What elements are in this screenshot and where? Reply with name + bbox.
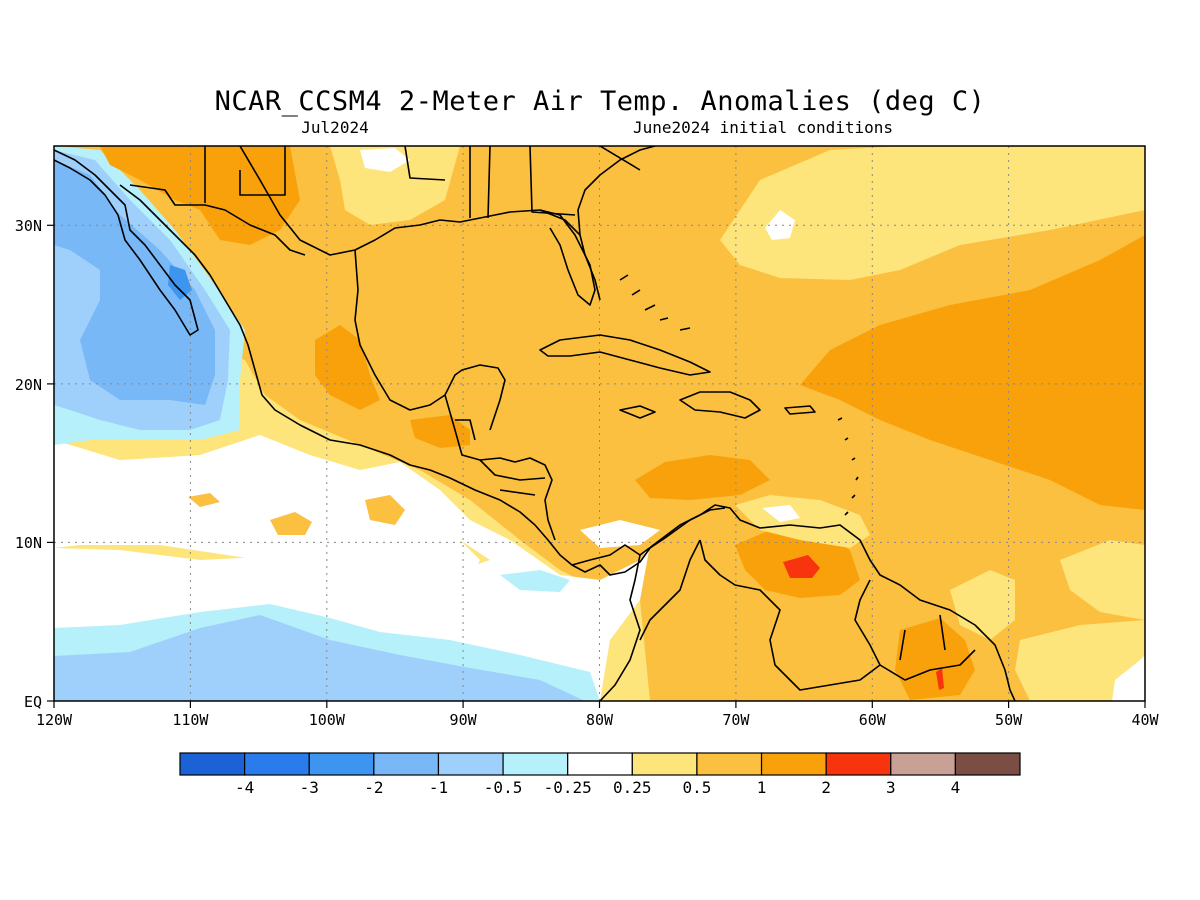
x-tick-80w: 80W	[586, 711, 614, 729]
field-us-yellow	[330, 146, 460, 225]
colorbar-label-1: -3	[300, 778, 319, 797]
field-baja-midblue	[54, 160, 215, 405]
colorbar-swatch-0	[179, 752, 246, 776]
colorbar-swatch-2	[308, 752, 375, 776]
field-guatemala-orange	[410, 415, 470, 448]
colorbar-label-3: -1	[429, 778, 448, 797]
colorbar-label-10: 3	[886, 778, 896, 797]
field-baja-deepblue	[168, 265, 192, 300]
colorbar-swatch-4	[437, 752, 504, 776]
x-tick-40w: 40W	[1131, 711, 1159, 729]
colorbar-swatch-12	[954, 752, 1021, 776]
colorbar-swatch-7	[631, 752, 698, 776]
colorbar: -4 -3 -2 -1 -0.5 -0.25 0.25 0.5 1 2 3 4	[179, 752, 1021, 797]
field-mexico-orange	[100, 146, 300, 245]
colorbar-label-2: -2	[364, 778, 383, 797]
x-tick-110w: 110W	[172, 711, 209, 729]
field-brazil-yellow	[1015, 620, 1145, 701]
colorbar-label-11: 4	[951, 778, 961, 797]
x-tick-100w: 100W	[309, 711, 346, 729]
field-pacific-blue	[54, 615, 585, 701]
colorbar-label-9: 2	[821, 778, 831, 797]
map-title: NCAR_CCSM4 2-Meter Air Temp. Anomalies (…	[215, 86, 986, 117]
field-guyana-orange	[895, 618, 975, 700]
x-tick-70w: 70W	[722, 711, 750, 729]
anomaly-field	[54, 146, 1145, 701]
x-tick-labels: 120W 110W 100W 90W 80W 70W 60W 50W 40W	[36, 711, 1160, 729]
field-pac-blob-3	[188, 493, 220, 507]
colorbar-label-4: -0.5	[484, 778, 523, 797]
field-atl-white	[765, 210, 795, 240]
colorbar-swatch-10	[825, 752, 892, 776]
y-tick-30n: 30N	[15, 217, 42, 235]
field-atl-yellow-2	[960, 146, 1145, 195]
field-pacific-lightblue-2	[500, 570, 570, 592]
colorbar-swatch-9	[760, 752, 827, 776]
field-guyana-red	[936, 668, 944, 690]
colorbar-swatch-1	[244, 752, 310, 776]
y-tick-eq: EQ	[24, 693, 42, 711]
field-carib-white	[762, 505, 800, 522]
valid-month: Jul2024	[301, 118, 368, 137]
y-tick-labels: EQ 10N 20N 30N	[15, 217, 42, 711]
x-tick-60w: 60W	[859, 711, 887, 729]
tick-marks	[47, 224, 1146, 708]
colorbar-label-7: 0.5	[682, 778, 711, 797]
field-atl-orange	[800, 235, 1145, 510]
grid-lines	[54, 146, 1145, 701]
colorbar-label-8: 1	[757, 778, 767, 797]
initial-conditions: June2024 initial conditions	[633, 118, 893, 137]
field-carib-orange	[635, 455, 770, 500]
field-colombia-white	[580, 520, 660, 548]
colorbar-swatch-11	[890, 752, 956, 776]
colorbar-swatch-8	[696, 752, 763, 776]
field-pacific-white-2	[54, 520, 480, 610]
field-pac-blob-2	[365, 495, 405, 525]
y-tick-10n: 10N	[15, 534, 42, 552]
x-tick-50w: 50W	[995, 711, 1023, 729]
x-tick-90w: 90W	[450, 711, 478, 729]
field-pac-blob-1	[270, 512, 312, 535]
field-atl-yellow-low2	[950, 570, 1015, 640]
colorbar-swatch-5	[502, 752, 569, 776]
field-us-white	[360, 148, 410, 172]
colorbar-label-0: -4	[235, 778, 254, 797]
field-brazil-white	[1112, 655, 1145, 701]
colorbar-label-5: -0.25	[544, 778, 592, 797]
field-atl-yellow-low	[1060, 540, 1145, 620]
y-tick-20n: 20N	[15, 376, 42, 394]
colorbar-swatch-6	[567, 752, 633, 776]
colorbar-label-6: 0.25	[613, 778, 652, 797]
x-tick-120w: 120W	[36, 711, 73, 729]
field-mexico-orange-2	[315, 325, 380, 410]
coastlines	[54, 146, 1016, 701]
field-venezuela-red	[783, 555, 820, 578]
colorbar-swatch-3	[373, 752, 440, 776]
